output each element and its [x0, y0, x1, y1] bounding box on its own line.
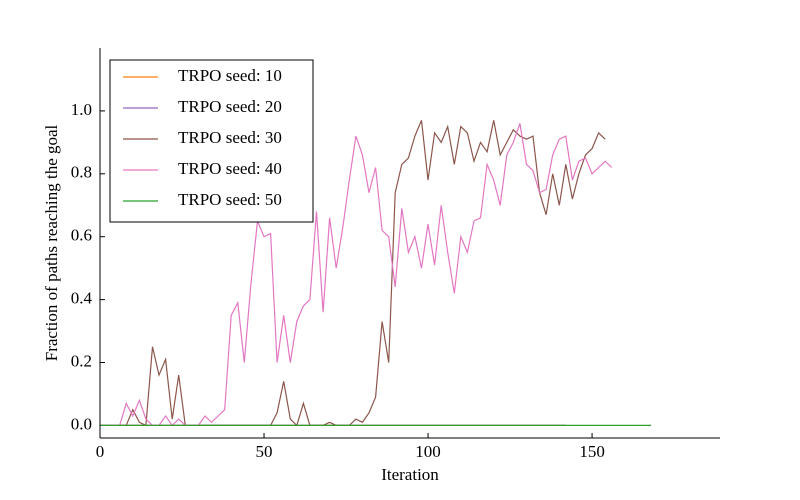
legend-label: TRPO seed: 40	[178, 159, 282, 178]
legend-box	[109, 59, 314, 223]
y-tick-label: 0.0	[71, 414, 92, 433]
legend-label: TRPO seed: 50	[178, 190, 282, 209]
x-tick-label: 150	[579, 442, 605, 461]
x-tick-label: 50	[256, 442, 273, 461]
legend-label: TRPO seed: 10	[178, 66, 282, 85]
x-tick-label: 100	[415, 442, 441, 461]
y-tick-label: 0.8	[71, 163, 92, 182]
y-tick-label: 0.4	[71, 289, 93, 308]
legend-label: TRPO seed: 20	[178, 97, 282, 116]
y-axis-label: Fraction of paths reaching the goal	[42, 124, 61, 361]
y-tick-label: 1.0	[71, 100, 92, 119]
y-tick-label: 0.6	[71, 226, 92, 245]
series-line	[100, 120, 606, 427]
y-tick-label: 0.2	[71, 351, 92, 370]
x-axis-label: Iteration	[381, 465, 439, 484]
legend-label: TRPO seed: 30	[178, 128, 282, 147]
x-tick-label: 0	[96, 442, 105, 461]
